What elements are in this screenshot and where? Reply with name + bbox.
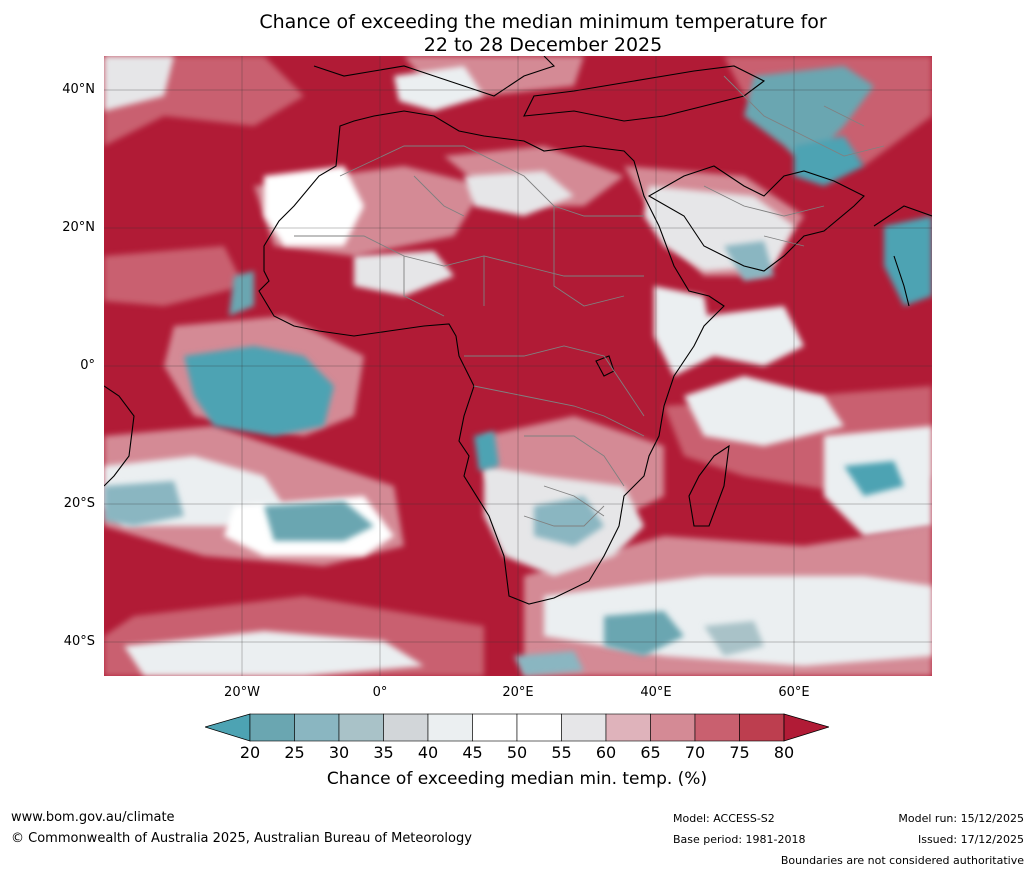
colorbar-segment xyxy=(561,713,607,742)
country-borders xyxy=(294,75,885,527)
colorbar-over-arrow xyxy=(783,713,829,742)
colorbar-tick-label: 45 xyxy=(462,743,483,762)
colorbar-tick-label: 30 xyxy=(328,743,350,762)
footer-base-period: Base period: 1981-2018 xyxy=(673,833,806,846)
lon-label-0: 0° xyxy=(372,685,388,700)
footer-model-run: Model run: 15/12/2025 xyxy=(898,812,1024,825)
graticule xyxy=(104,56,932,676)
footer-disclaimer: Boundaries are not considered authoritat… xyxy=(780,854,1024,867)
colorbar-tick-label: 40 xyxy=(417,743,439,762)
forecast-map xyxy=(104,56,932,676)
colorbar-tick-label: 65 xyxy=(640,743,661,762)
colorbar-tick-label: 50 xyxy=(506,743,528,762)
map-title-line-1: Chance of exceeding the median minimum t… xyxy=(259,11,827,33)
colorbar-segments xyxy=(249,713,785,742)
colorbar-segment xyxy=(694,713,740,742)
colorbar-tick-label: 70 xyxy=(684,743,706,762)
colorbar-segment xyxy=(516,713,562,742)
colorbar-segment xyxy=(427,713,473,742)
colorbar-segment xyxy=(739,713,785,742)
colorbar xyxy=(205,713,829,742)
coastlines xyxy=(104,56,932,605)
colorbar-segment xyxy=(383,713,429,742)
colorbar-tick-label: 75 xyxy=(729,743,750,762)
lat-label-equator: 0° xyxy=(80,358,95,373)
map-title-line-2: 22 to 28 December 2025 xyxy=(423,34,663,56)
colorbar-under-arrow xyxy=(205,713,251,742)
lon-label-60e: 60°E xyxy=(778,685,810,700)
colorbar-segment xyxy=(605,713,651,742)
lat-label-20s: 20°S xyxy=(63,496,95,511)
colorbar-tick-label: 80 xyxy=(773,743,795,762)
colorbar-segment xyxy=(472,713,518,742)
lat-label-40n: 40°N xyxy=(62,82,95,97)
colorbar-tick-label: 55 xyxy=(551,743,572,762)
colorbar-segment xyxy=(650,713,696,742)
map-canvas xyxy=(104,56,932,676)
colorbar-segment xyxy=(294,713,340,742)
colorbar-segment xyxy=(338,713,384,742)
footer-issued: Issued: 17/12/2025 xyxy=(917,833,1024,846)
colorbar-tick-label: 60 xyxy=(595,743,617,762)
colorbar-tick-label: 35 xyxy=(373,743,394,762)
colorbar-tick-label: 25 xyxy=(284,743,305,762)
footer-website: www.bom.gov.au/climate xyxy=(11,810,175,825)
lat-label-20n: 20°N xyxy=(62,220,95,235)
lon-label-20e: 20°E xyxy=(502,685,534,700)
colorbar-tick-label: 20 xyxy=(239,743,261,762)
footer-model: Model: ACCESS-S2 xyxy=(673,812,775,825)
lon-label-20w: 20°W xyxy=(224,685,260,700)
colorbar-label: Chance of exceeding median min. temp. (%… xyxy=(326,769,708,789)
footer-copyright: © Commonwealth of Australia 2025, Austra… xyxy=(11,831,472,846)
colorbar-segment xyxy=(249,713,295,742)
lat-label-40s: 40°S xyxy=(63,634,95,649)
lon-label-40e: 40°E xyxy=(640,685,672,700)
